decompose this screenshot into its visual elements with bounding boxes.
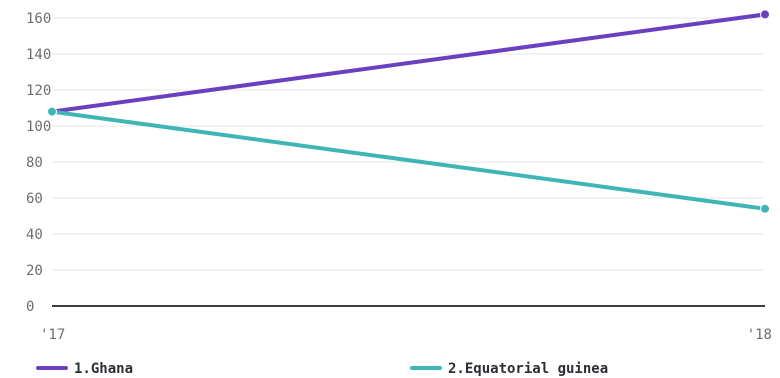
legend-label-2: 2.Equatorial guinea <box>448 361 608 377</box>
y-axis-tick-labels: 0 20 40 60 80 100 120 140 160 <box>26 11 51 315</box>
y-tick-label: 60 <box>26 191 43 207</box>
x-tick-label: '18 <box>747 327 772 343</box>
data-point-series-2 <box>47 106 57 117</box>
series-line-1 <box>50 12 767 114</box>
legend: 1.Ghana 2.Equatorial guinea <box>36 361 608 377</box>
x-axis-tick-labels: '17 '18 <box>40 327 772 343</box>
series-lines <box>47 9 770 214</box>
legend-label-1: 1.Ghana <box>74 361 133 377</box>
y-tick-label: 160 <box>26 11 51 27</box>
data-point-series-2 <box>760 203 770 214</box>
x-tick-label: '17 <box>40 327 65 343</box>
y-tick-label: 20 <box>26 263 43 279</box>
y-tick-label: 80 <box>26 155 43 171</box>
series-line-2 <box>50 109 767 211</box>
y-tick-label: 120 <box>26 83 51 99</box>
y-tick-label: 100 <box>26 119 51 135</box>
y-tick-label: 0 <box>26 299 34 315</box>
y-tick-label: 40 <box>26 227 43 243</box>
data-point-series-1 <box>760 9 770 20</box>
y-tick-label: 140 <box>26 47 51 63</box>
